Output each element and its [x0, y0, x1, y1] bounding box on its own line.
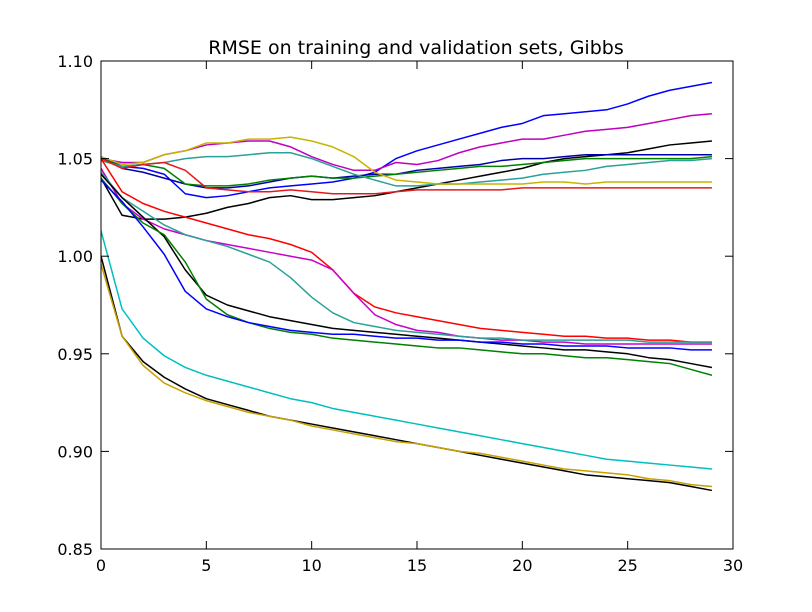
series-line-9: [101, 158, 712, 343]
x-tick-label: 15: [407, 556, 427, 575]
x-tick-label: 0: [96, 556, 106, 575]
series-line-8: [101, 157, 712, 195]
series-line-1: [101, 81, 713, 199]
axis-ticks: 0 5 10 15 20 25 30 0.85 0.90 0.95 1.00 1.05 1.10: [57, 52, 743, 575]
chart-title: RMSE on training and validation sets, Gi…: [208, 37, 623, 59]
y-tick-label: 1.10: [57, 52, 93, 71]
x-tick-label: 5: [201, 556, 211, 575]
series-line-3: [101, 140, 712, 220]
y-tick-label: 1.05: [57, 150, 93, 169]
x-tick-label: 20: [512, 556, 532, 575]
series-line-2: [101, 112, 712, 172]
y-tick-label: 1.00: [57, 247, 93, 266]
series-line-17: [101, 263, 712, 488]
series-line-13: [101, 177, 713, 376]
axes-frame: [100, 60, 734, 550]
x-tick-label: 25: [617, 556, 637, 575]
series-line-4: [101, 153, 712, 189]
y-tick-label: 0.95: [57, 345, 93, 364]
series-line-7: [101, 136, 712, 185]
y-tick-label: 0.85: [57, 540, 93, 559]
series-line-12: [101, 173, 713, 369]
series-line-14: [101, 179, 712, 351]
series-line-11: [101, 171, 712, 343]
series-line-6: [101, 151, 712, 187]
x-tick-label: 30: [723, 556, 743, 575]
plot-area: [101, 81, 713, 492]
series-line-15: [101, 230, 712, 470]
series-line-16: [101, 256, 713, 492]
y-tick-label: 0.90: [57, 442, 93, 461]
x-tick-label: 10: [301, 556, 321, 575]
